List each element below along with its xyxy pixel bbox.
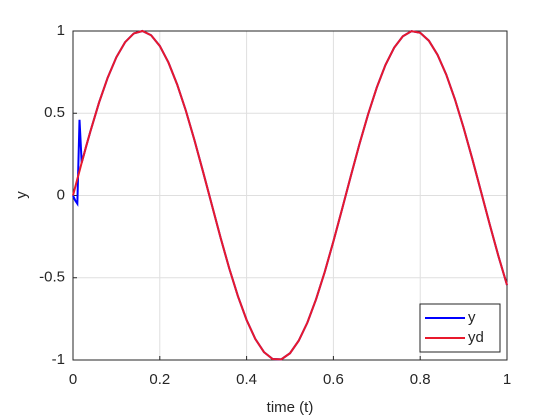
legend: y yd [419,303,501,353]
y-tick-label: 0.5 [44,104,65,121]
x-tick-label: 1 [503,371,511,388]
x-tick-label: 0.6 [323,371,344,388]
y-axis-label: y [13,191,30,199]
legend-box [419,303,501,353]
legend-label: y [468,309,476,326]
y-tick-label: -1 [52,351,65,368]
x-tick-label: 0.4 [236,371,257,388]
x-tick-label: 0.2 [149,371,170,388]
y-tick-label: -0.5 [39,269,65,286]
x-tick-label: 0.8 [410,371,431,388]
y-tick-label: 0 [57,186,65,203]
x-tick-label: 0 [69,371,77,388]
y-tick-label: 1 [57,22,65,39]
x-axis-label: time (t) [267,399,314,416]
line-series [72,29,508,361]
legend-label: yd [468,329,484,346]
